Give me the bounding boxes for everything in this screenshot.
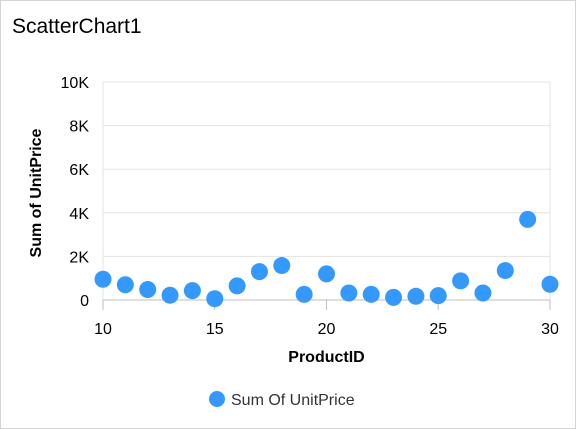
scatter-point[interactable] <box>474 284 492 302</box>
scatter-point[interactable] <box>94 270 112 288</box>
scatter-point[interactable] <box>273 257 291 275</box>
x-axis-label: ProductID <box>288 349 364 366</box>
scatter-point[interactable] <box>385 288 403 306</box>
y-axis-label: Sum of UnitPrice <box>28 128 45 257</box>
x-tick-label: 25 <box>429 321 447 338</box>
scatter-point[interactable] <box>139 281 157 299</box>
x-tick-label: 30 <box>541 321 559 338</box>
scatter-point[interactable] <box>340 284 358 302</box>
scatter-point[interactable] <box>318 265 335 283</box>
scatter-point[interactable] <box>519 210 537 228</box>
scatter-point[interactable] <box>206 290 224 308</box>
y-tick-label: 0 <box>80 293 89 310</box>
x-tick-label: 20 <box>318 321 336 338</box>
x-axis-ticks: 10 15 20 25 30 <box>94 300 559 338</box>
scatter-point[interactable] <box>183 282 201 300</box>
y-tick-label: 4K <box>69 206 89 223</box>
scatter-point[interactable] <box>116 276 134 294</box>
y-tick-label: 6K <box>69 162 89 179</box>
scatter-point[interactable] <box>407 287 425 305</box>
x-tick-label: 10 <box>94 321 112 338</box>
y-tick-label: 2K <box>69 249 89 266</box>
y-tick-label: 10K <box>61 75 90 92</box>
scatter-point[interactable] <box>228 277 246 295</box>
scatter-point[interactable] <box>452 272 470 290</box>
scatter-point[interactable] <box>362 285 380 303</box>
scatter-point[interactable] <box>541 275 559 293</box>
chart-title: ScatterChart1 <box>12 15 142 38</box>
legend[interactable]: Sum Of UnitPrice <box>209 391 355 409</box>
y-tick-label: 8K <box>69 119 89 136</box>
scatter-point[interactable] <box>295 285 313 303</box>
legend-marker <box>209 391 225 407</box>
grid-lines <box>102 81 551 300</box>
scatter-point[interactable] <box>250 263 268 281</box>
scatter-point[interactable] <box>161 286 179 304</box>
legend-label: Sum Of UnitPrice <box>231 392 355 409</box>
scatter-point[interactable] <box>429 287 447 305</box>
data-points <box>94 210 559 308</box>
x-tick-label: 15 <box>206 321 224 338</box>
scatter-point[interactable] <box>496 262 514 280</box>
y-axis-ticks: 0 2K 4K 6K 8K 10K <box>61 75 90 310</box>
